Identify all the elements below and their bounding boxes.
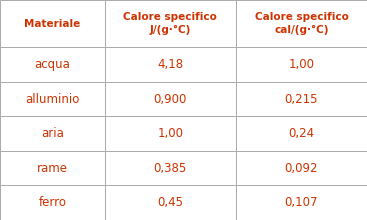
Text: 1,00: 1,00: [288, 58, 315, 71]
Text: 0,24: 0,24: [288, 127, 315, 140]
Text: 1,00: 1,00: [157, 127, 183, 140]
Bar: [105, 185, 236, 220]
Bar: [236, 116, 367, 151]
Bar: [236, 185, 367, 220]
Bar: [236, 151, 367, 185]
Text: aria: aria: [41, 127, 64, 140]
Bar: [105, 151, 236, 185]
Bar: [236, 47, 367, 82]
Text: rame: rame: [37, 162, 68, 175]
Bar: [0, 116, 105, 151]
Bar: [0, 0, 105, 47]
Text: 0,092: 0,092: [285, 162, 318, 175]
Text: alluminio: alluminio: [25, 93, 80, 106]
Text: Materiale: Materiale: [24, 19, 80, 29]
Bar: [0, 151, 105, 185]
Bar: [236, 0, 367, 47]
Bar: [105, 116, 236, 151]
Text: Calore specifico
cal/(g·°C): Calore specifico cal/(g·°C): [255, 12, 348, 35]
Bar: [105, 82, 236, 116]
Text: Calore specifico
J/(g·°C): Calore specifico J/(g·°C): [123, 12, 217, 35]
Bar: [0, 185, 105, 220]
Bar: [105, 47, 236, 82]
Text: 0,900: 0,900: [154, 93, 187, 106]
Text: 0,215: 0,215: [285, 93, 318, 106]
Bar: [236, 82, 367, 116]
Text: acqua: acqua: [34, 58, 70, 71]
Bar: [0, 82, 105, 116]
Bar: [0, 47, 105, 82]
Text: 0,107: 0,107: [285, 196, 318, 209]
Text: ferro: ferro: [38, 196, 66, 209]
Text: 4,18: 4,18: [157, 58, 184, 71]
Bar: [105, 0, 236, 47]
Text: 0,385: 0,385: [154, 162, 187, 175]
Text: 0,45: 0,45: [157, 196, 183, 209]
